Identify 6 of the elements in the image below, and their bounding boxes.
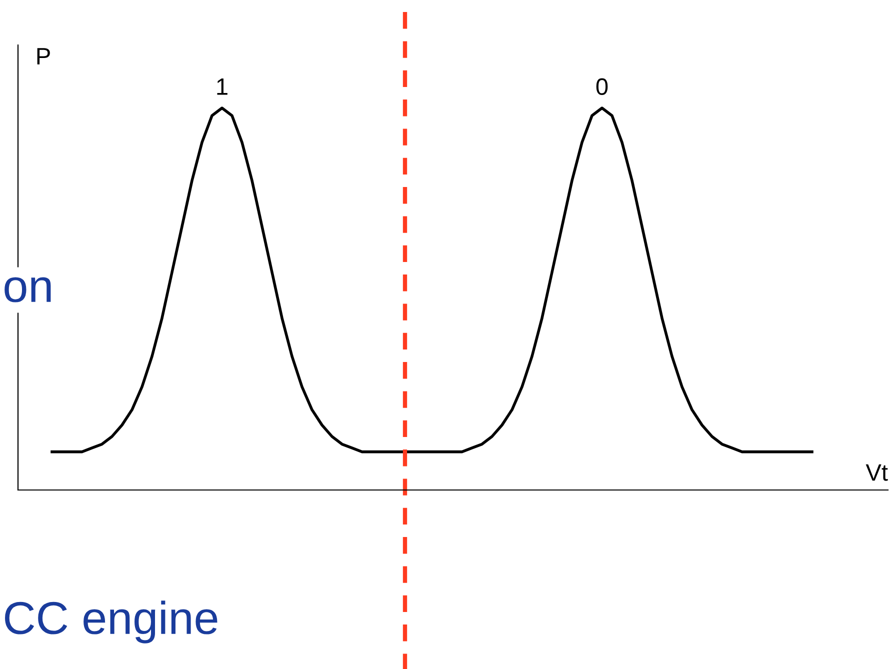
text: CC engine <box>5 600 218 644</box>
annotation: 1 <box>217 78 228 95</box>
y-axis-title: P <box>37 48 50 64</box>
x-axis-title: Vt <box>866 464 888 481</box>
annotation: on <box>4 277 51 302</box>
annotation: 0 <box>596 78 608 95</box>
